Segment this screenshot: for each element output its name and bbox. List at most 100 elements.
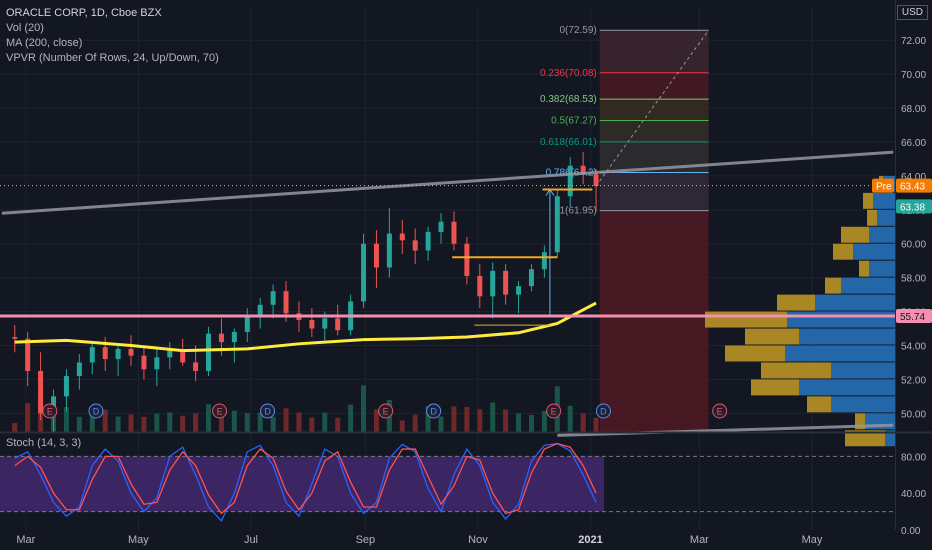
- earnings-marker-label: E: [383, 407, 389, 417]
- volume-bar: [102, 409, 108, 432]
- volume-profile-up: [877, 209, 895, 226]
- candle-body: [154, 357, 160, 370]
- volume-bar: [477, 409, 483, 432]
- candle-body: [180, 350, 186, 363]
- candle-body: [528, 269, 534, 287]
- stoch-y-tick-label: 80.00: [901, 452, 926, 463]
- fibonacci-retracement[interactable]: 0(72.59) 0.236(70.08) 0.382(68.53) 0.5(67.2…: [540, 25, 710, 433]
- x-tick-label: Nov: [468, 534, 488, 546]
- y-tick-label: 70.00: [901, 70, 926, 81]
- ma-200-line: [14, 301, 597, 353]
- stochastic-pane: [0, 442, 895, 522]
- fib-level-label: 0.618(66.01): [540, 137, 597, 148]
- y-tick-label: 64.00: [901, 172, 926, 183]
- pre-tag-bg: [872, 178, 894, 193]
- volume-bar: [528, 415, 534, 432]
- volume-bar: [12, 423, 18, 432]
- stoch-line-d: [14, 442, 597, 515]
- candle-body: [218, 333, 224, 343]
- volume-bar: [348, 404, 354, 432]
- earnings-marker-label: E: [551, 407, 557, 417]
- volume-bar: [89, 411, 95, 432]
- fib-zone: [599, 30, 709, 73]
- stoch-legend[interactable]: Stoch (14, 3, 3): [6, 437, 82, 449]
- candle-body: [167, 350, 173, 358]
- candle-body: [89, 347, 95, 363]
- last-price-label: 63.38: [900, 202, 925, 213]
- x-tick-label: 2021: [578, 534, 602, 546]
- volume-bar: [167, 412, 173, 432]
- x-tick-label: Sep: [356, 534, 376, 546]
- candle-body: [399, 233, 405, 241]
- volume-profile-up: [853, 243, 895, 260]
- fib-level-label: 0.236(70.08): [540, 68, 597, 79]
- pre-price-label: 63.43: [900, 182, 925, 193]
- support-price-label: 55.74: [900, 312, 925, 323]
- y-tick-label: 66.00: [901, 138, 926, 149]
- fib-level-label: 1(61.95): [559, 206, 596, 217]
- volume-profile-up: [869, 260, 895, 277]
- x-tick-label: May: [802, 534, 823, 546]
- candle-body: [464, 243, 470, 276]
- dividend-marker: [595, 403, 611, 419]
- candle-body: [12, 337, 18, 339]
- candle-body: [451, 221, 457, 244]
- volume-bar: [541, 411, 547, 432]
- legend-title[interactable]: ORACLE CORP, 1D, Cboe BZX: [6, 7, 162, 19]
- candle-body: [270, 291, 276, 305]
- volume-profile-down: [841, 226, 869, 243]
- candle-body: [425, 231, 431, 251]
- volume-profile-down: [867, 209, 877, 226]
- volume-profile: [705, 175, 895, 447]
- earnings-marker: [378, 403, 394, 419]
- volume-profile-up: [799, 379, 895, 396]
- stoch-y-tick-label: 40.00: [901, 489, 926, 500]
- candle-body: [115, 348, 121, 360]
- candle-body: [438, 221, 444, 232]
- currency-button[interactable]: USD: [896, 5, 928, 20]
- candle-body: [554, 196, 560, 253]
- earnings-marker: [546, 403, 562, 419]
- fib-level-label: 0.5(67.27): [551, 115, 597, 126]
- volume-bar: [76, 416, 82, 432]
- volume-profile-up: [841, 277, 895, 294]
- candle-body: [412, 240, 418, 251]
- legend: ORACLE CORP, 1D, Cboe BZX Vol (20) MA (2…: [6, 6, 219, 66]
- pre-tag: Pre: [876, 182, 892, 193]
- volume-profile-up: [873, 192, 895, 209]
- fib-level-label: 0.382(68.53): [540, 94, 597, 105]
- fib-trend-line: [595, 29, 710, 187]
- y-tick-label: 72.00: [901, 36, 926, 47]
- volume-bar: [399, 420, 405, 432]
- support-price-label-bg: [896, 308, 932, 323]
- candle-body: [309, 320, 315, 329]
- legend-vpvr[interactable]: VPVR (Number Of Rows, 24, Up/Down, 70): [6, 52, 219, 64]
- volume-bar: [438, 416, 444, 432]
- dividend-marker-label: D: [93, 407, 100, 417]
- volume-bar: [244, 413, 250, 432]
- last-price-label-bg: [896, 199, 932, 214]
- legend-volume[interactable]: Vol (20): [6, 22, 44, 34]
- grid: [0, 8, 895, 530]
- event-markers[interactable]: E E E E ED D D D: [42, 403, 728, 419]
- candle-body: [25, 338, 31, 371]
- candle-body: [244, 314, 250, 332]
- fib-zone: [599, 72, 709, 100]
- volume-bar: [516, 413, 522, 432]
- volume-profile-down: [807, 396, 831, 413]
- volume-bar: [322, 412, 328, 432]
- volume-bar: [567, 405, 573, 432]
- drawn-lines[interactable]: [0, 150, 895, 437]
- candle-body: [128, 348, 134, 356]
- legend-ma[interactable]: MA (200, close): [6, 37, 83, 49]
- volume-bar: [270, 416, 276, 432]
- candle-body: [477, 275, 483, 297]
- candle-body: [593, 174, 599, 187]
- volume-bar: [206, 404, 212, 432]
- volume-bar: [335, 417, 341, 432]
- volume-bar: [154, 413, 160, 432]
- dividend-marker-label: D: [600, 407, 607, 417]
- candle-body: [361, 243, 367, 302]
- earnings-marker-label: E: [47, 407, 53, 417]
